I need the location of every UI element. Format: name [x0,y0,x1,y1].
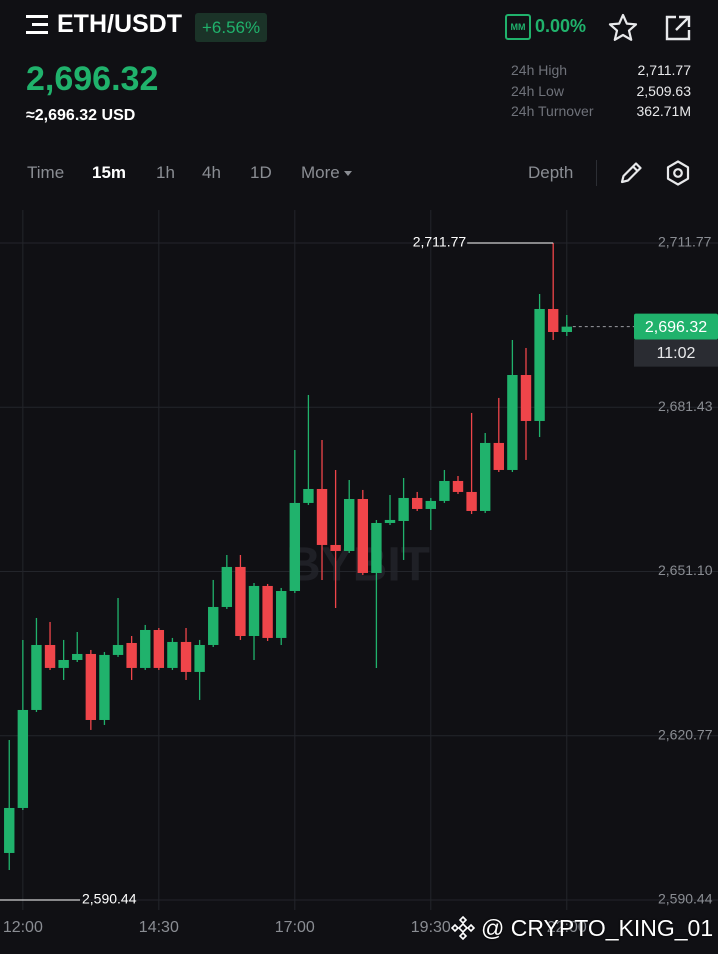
candle-body [479,442,491,511]
countdown-label: 11:02 [657,345,696,362]
symbol[interactable]: ETH/USDT [57,10,182,38]
candle-body [303,488,314,503]
candle-body [17,709,29,808]
last-price-label: 2,696.32 [645,319,707,336]
candle-body [126,642,137,668]
timeframe-tab[interactable]: More [301,163,340,182]
candle-body [357,498,369,573]
x-tick-label: 14:30 [139,919,179,936]
low-marker-label: 2,590.44 [82,891,137,907]
separator [596,160,597,186]
x-tick-label: 19:30 [411,919,451,936]
candle-body [4,807,15,853]
stat-value: 2,711.77 [637,62,691,78]
timeframe-tab[interactable]: 4h [202,163,221,182]
mm-icon[interactable]: MM [505,14,531,40]
candle-body [561,326,572,333]
depth-tab[interactable]: Depth [528,163,574,182]
candle-body [85,653,97,720]
candle-body [425,500,436,509]
candle-body [262,585,273,638]
stat-label: 24h High [511,62,568,78]
candle-body [371,522,382,573]
overlay-handle: @ CRYPTO_KING_01 [481,915,714,941]
timeframe-tab[interactable]: 1D [250,163,272,182]
candle-body [547,308,559,333]
candle-body [412,497,423,509]
timeframe-tab[interactable]: 1h [156,163,175,182]
settings-icon[interactable] [664,159,692,187]
y-tick-label: 2,651.10 [658,562,713,578]
menu-icon[interactable] [26,14,50,36]
stat-label: 24h Turnover [511,103,594,119]
candle-body [44,644,56,668]
x-tick-label: 17:00 [275,919,315,936]
candle-body [208,606,219,645]
usd-price: ≈2,696.32 USD [26,107,136,124]
logo-icon [451,916,475,940]
stat-value: 362.71M [636,103,691,119]
candle-body [248,585,260,636]
draw-icon[interactable] [617,159,645,187]
candle-body [276,591,287,638]
candle-body [72,653,83,660]
dropdown-arrow [344,171,352,176]
candle-body [112,644,124,655]
candle-body [384,519,396,523]
x-tick-label: 22:00 [547,919,587,936]
candle-body [289,502,301,592]
y-tick-label: 2,681.43 [658,398,713,414]
candle-body [99,654,110,720]
candle-body [58,659,69,668]
candle-body [520,374,532,421]
candle-body [235,566,246,636]
change-badge: +6.56% [195,13,268,42]
favorite-icon[interactable] [607,12,639,44]
candle-body [180,641,192,672]
y-tick-label: 2,711.77 [658,234,712,250]
last-price: 2,696.32 [26,60,159,98]
candle-body [330,544,341,551]
candle-body [316,488,328,545]
high-marker-label: 2,711.77 [413,234,467,250]
y-tick-label: 2,590.44 [658,891,713,907]
countdown-box [634,339,718,367]
candle-body [221,566,233,607]
candle-body [439,480,450,501]
candle-body [452,480,464,492]
y-tick-label: 2,620.77 [658,726,713,742]
candle-body [344,498,355,551]
last-price-box [634,313,718,340]
candle-body [466,491,477,511]
candle-body [398,497,409,521]
stat-label: 24h Low [511,82,564,99]
candle-body [140,629,151,668]
candle-body [153,629,165,668]
candle-body [493,442,504,470]
candle-body [167,641,178,668]
share-icon[interactable] [663,13,693,43]
candle-body [507,374,518,470]
candle-body [194,644,205,672]
timeframe-tab[interactable]: 15m [92,163,127,182]
mm-value: 0.00% [535,16,587,36]
candle-body [534,308,545,421]
candle-body [31,644,42,710]
x-tick-label: 12:00 [3,919,43,936]
stat-value: 2,509.63 [636,82,692,99]
timeframe-tab[interactable]: Time [27,163,65,182]
